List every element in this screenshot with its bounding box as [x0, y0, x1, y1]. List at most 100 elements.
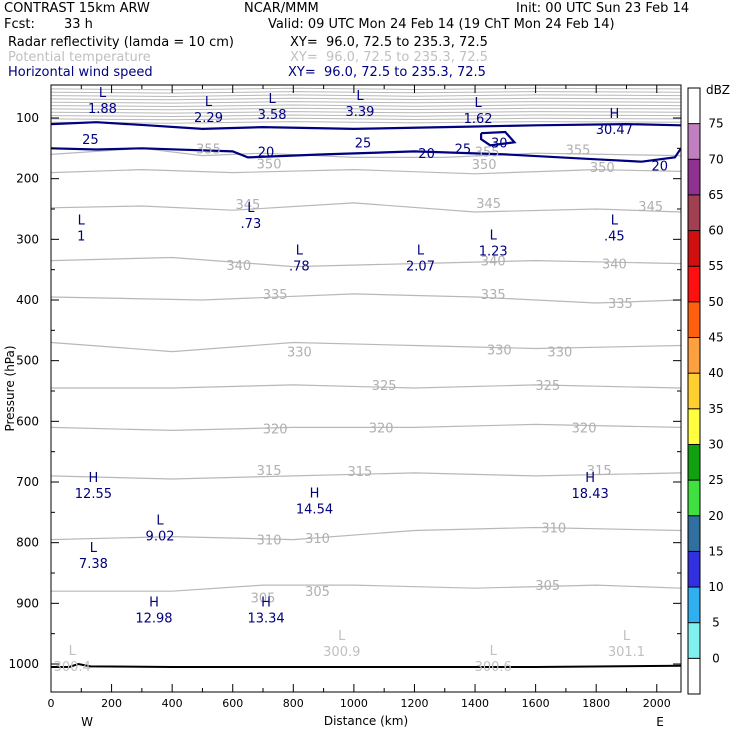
theta-contour-label: 325: [535, 379, 560, 394]
x-end-label-east: E: [656, 715, 664, 729]
plot-title: CONTRAST 15km ARW: [4, 1, 150, 16]
extremum-mark: H: [149, 595, 159, 610]
theta-contour-label: 355: [475, 145, 500, 160]
theta-contour-upper: [51, 104, 681, 108]
x-tick-label: 400: [162, 697, 183, 710]
y-tick-label: 800: [16, 536, 39, 550]
extremum-value: 300.6: [475, 660, 512, 675]
extremum-value: 1.88: [88, 102, 117, 117]
y-tick-label: 500: [16, 354, 39, 368]
theta-contour-315: [51, 472, 681, 480]
colorbar-swatch: [688, 587, 700, 624]
theta-contour-label: 340: [602, 258, 627, 273]
theta-contour-330: [51, 341, 681, 353]
colorbar-swatch: [688, 444, 700, 481]
theta-contour-305: [51, 584, 681, 592]
theta-contour-label: 325: [372, 379, 397, 394]
theta-contour-label: 350: [590, 161, 615, 176]
colorbar-swatch: [688, 123, 700, 160]
valid-time: Valid: 09 UTC Mon 24 Feb 14 (19 ChT Mon …: [268, 17, 615, 32]
theta-contour-label: 310: [305, 532, 330, 547]
x-tick-label: 1800: [582, 697, 610, 710]
theta-contour-label: 310: [541, 522, 566, 537]
wind-contour-label: 20: [652, 159, 669, 174]
theta-contour-label: 345: [235, 198, 260, 213]
colorbar-swatch: [688, 480, 700, 517]
wind-contour-label: 30: [491, 136, 508, 151]
extremum-mark: L: [90, 541, 98, 556]
colorbar-swatch: [688, 373, 700, 410]
y-tick-label: 1000: [8, 657, 39, 671]
theta-contour-label: 355: [196, 142, 221, 157]
colorbar-level-label: 45: [708, 331, 723, 345]
x-tick-label: 1400: [461, 697, 489, 710]
field-name-reflectivity: Radar reflectivity (lamda = 10 cm): [8, 35, 234, 50]
colorbar-swatch: [688, 622, 700, 659]
theta-contour-upper: [51, 117, 681, 121]
colorbar-swatch: [688, 88, 700, 125]
theta-contour-335: [51, 293, 681, 304]
extremum-value: 300.4: [54, 660, 91, 675]
extremum-mark: L: [490, 228, 498, 243]
colorbar-level-label: 75: [708, 117, 723, 131]
colorbar-level-label: 50: [708, 295, 723, 309]
colorbar-level-label: 20: [708, 509, 723, 523]
colorbar-frame: [687, 87, 701, 695]
extremum-mark: L: [338, 629, 346, 644]
wind-contour-25: [51, 121, 681, 131]
theta-contour-label: 320: [572, 421, 597, 436]
extremum-value: 12.98: [135, 611, 172, 626]
theta-contour-320: [51, 423, 681, 432]
colorbar-level-label: 25: [708, 473, 723, 487]
wind-contour-label: 20: [258, 145, 275, 160]
extremum-mark: L: [156, 514, 164, 529]
colorbar-level-label: 5: [712, 616, 720, 630]
colorbar-swatch: [688, 266, 700, 303]
theta-contour-label: 330: [487, 344, 512, 359]
theta-contour-upper: [51, 91, 681, 94]
x-tick-label: 1600: [522, 697, 550, 710]
theta-contour-label: 320: [263, 423, 288, 438]
colorbar-level-label: 55: [708, 259, 723, 273]
theta-contour-upper: [51, 87, 681, 91]
theta-contour-label: 330: [287, 346, 312, 361]
theta-contour-340: [51, 256, 681, 268]
extremum-mark: H: [89, 471, 99, 486]
wind-contour-label: 25: [355, 136, 372, 151]
theta-contour-label: 340: [481, 255, 506, 270]
extremum-value: 14.54: [296, 502, 333, 517]
field-name-theta: Potential temperature: [8, 50, 151, 65]
y-tick-label: 300: [16, 232, 39, 246]
extremum-mark: L: [623, 629, 631, 644]
x-tick-label: 1200: [400, 697, 428, 710]
colorbar-swatch: [688, 408, 700, 445]
theta-contour-label: 340: [226, 259, 251, 274]
colorbar-swatch: [688, 515, 700, 552]
theta-contour-label: 345: [476, 197, 501, 212]
extremum-mark: L: [356, 89, 364, 104]
x-tick-label: 0: [48, 697, 55, 710]
field-name-wind: Horizontal wind speed: [8, 65, 153, 80]
extremum-value: 1.62: [464, 112, 493, 127]
theta-contour-label: 320: [369, 421, 394, 436]
extremum-mark: L: [611, 213, 619, 228]
extremum-mark: L: [490, 644, 498, 659]
theta-contour-label: 355: [566, 144, 591, 159]
colorbar-swatch: [688, 337, 700, 374]
center-label: NCAR/MMM: [244, 1, 319, 16]
theta-contour-label: 335: [608, 297, 633, 312]
extremum-mark: L: [474, 96, 482, 111]
y-tick-label: 600: [16, 414, 39, 428]
surface-pressure-line: [51, 662, 681, 668]
extremum-mark: H: [310, 486, 320, 501]
wind-contour-label: 25: [82, 133, 99, 148]
extremum-mark: L: [296, 244, 304, 259]
colorbar-level-label: 70: [708, 152, 723, 166]
colorbar-level-label: 15: [708, 544, 723, 558]
extremum-value: 2.07: [406, 260, 435, 275]
extremum-value: 3.58: [258, 108, 287, 123]
theta-contour-upper: [51, 97, 681, 101]
extremum-value: 30.47: [596, 123, 633, 138]
wind-contour-20: [51, 147, 681, 163]
colorbar-level-label: 65: [708, 188, 723, 202]
